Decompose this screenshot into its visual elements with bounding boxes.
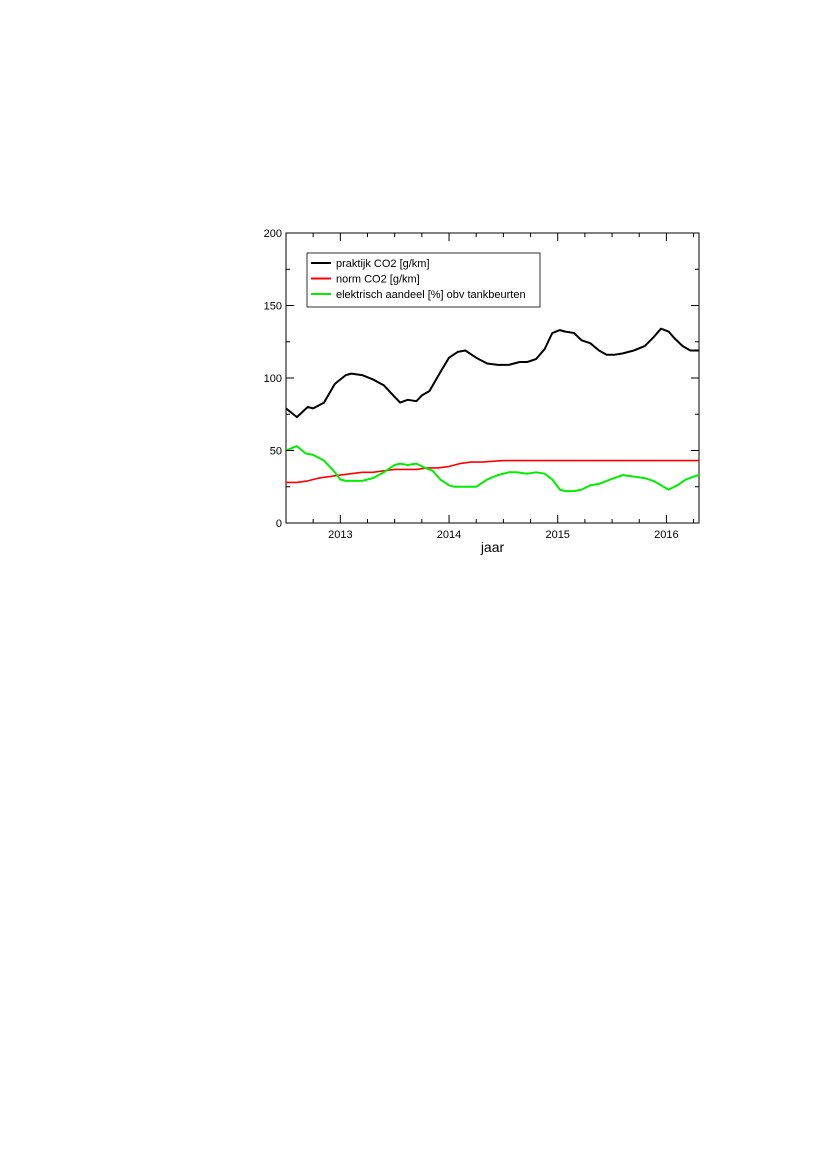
y-tick-label: 0: [276, 518, 282, 530]
legend: praktijk CO2 [g/km] norm CO2 [g/km] elektr…: [306, 252, 541, 308]
series-layer: [286, 327, 699, 493]
legend-label: norm CO2 [g/km]: [336, 274, 420, 286]
x-tick-label: 2016: [654, 529, 678, 541]
x-tick-label: 2013: [328, 529, 352, 541]
x-tick-label: 2014: [437, 529, 461, 541]
series-line-1: [286, 327, 699, 419]
axis-layer: 2013 2014 2015 2016 0 50 100 150 200: [264, 228, 699, 541]
series-line-2: [286, 459, 699, 484]
series-line-3: [286, 445, 699, 493]
legend-box: [306, 252, 541, 308]
y-tick-label: 100: [264, 373, 282, 385]
legend-label: elektrisch aandeel [%] obv tankbeurten: [336, 289, 526, 301]
x-tick-label: 2015: [545, 529, 569, 541]
y-tick-label: 150: [264, 301, 282, 313]
legend-label: praktijk CO2 [g/km]: [336, 258, 430, 270]
y-tick-label: 50: [270, 446, 282, 458]
x-axis-title: jaar: [480, 539, 505, 555]
y-tick-label: 200: [264, 228, 282, 240]
